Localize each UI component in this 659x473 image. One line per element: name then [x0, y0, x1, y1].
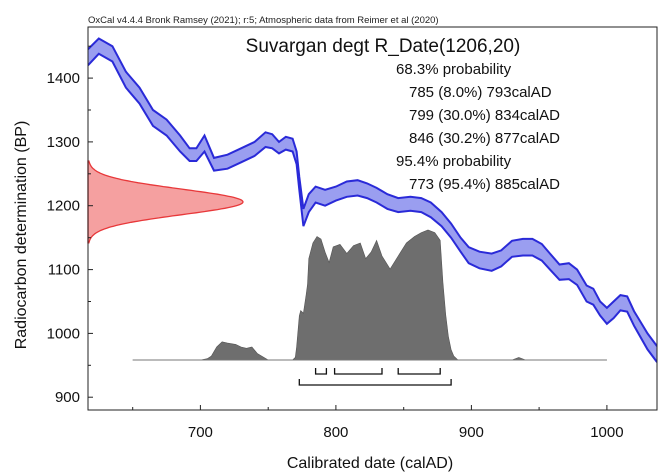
axes-layer: 700 800 900 1000 900 1000 1100 1200 1300 1400: [47, 45, 624, 441]
software-header: OxCal v4.4.4 Bronk Ramsey (2021); r:5; A…: [88, 15, 439, 26]
x-tick-label: 700: [188, 424, 213, 441]
p68-range: 799 (30.0%) 834calAD: [409, 107, 560, 124]
radiocarbon-date-gaussian: [87, 160, 244, 244]
calibration-curve-lower: [88, 52, 657, 363]
y-axis-title: Radiocarbon determination (BP): [13, 121, 30, 350]
y-tick-label: 1200: [47, 198, 80, 215]
range-bracket-95: [298, 379, 452, 386]
y-tick-label: 1100: [48, 262, 80, 279]
range-brackets-layer: [298, 368, 452, 386]
p68-label: 68.3% probability: [396, 61, 512, 78]
p68-range: 846 (30.2%) 877calAD: [409, 130, 560, 147]
y-tick-label: 1000: [47, 325, 80, 342]
range-bracket-68: [333, 368, 383, 375]
range-bracket-68: [314, 368, 328, 375]
posterior-density-area: [132, 229, 607, 361]
y-tick-label: 1300: [47, 134, 80, 151]
x-axis-title: Calibrated date (calAD): [287, 455, 453, 472]
chart-title: Suvargan degt R_Date(1206,20): [246, 36, 521, 57]
y-tick-label: 1400: [47, 70, 80, 87]
plot-frame: [87, 26, 658, 411]
x-tick-label: 900: [459, 424, 484, 441]
x-tick-label: 800: [323, 424, 348, 441]
radiocarbon-date-layer: [87, 160, 244, 244]
calibration-curve-layer: [88, 37, 657, 363]
p95-range: 773 (95.4%) 885calAD: [409, 176, 560, 193]
posterior-layer: [132, 229, 607, 361]
p68-range: 785 (8.0%) 793calAD: [409, 84, 552, 101]
range-bracket-68: [397, 368, 441, 375]
y-tick-label: 900: [55, 389, 80, 406]
x-tick-label: 1000: [590, 424, 623, 441]
p95-label: 95.4% probability: [396, 153, 512, 170]
calibration-curve-upper: [88, 37, 657, 347]
probability-summary: 68.3% probability 785 (8.0%) 793calAD 799 …: [396, 61, 560, 193]
